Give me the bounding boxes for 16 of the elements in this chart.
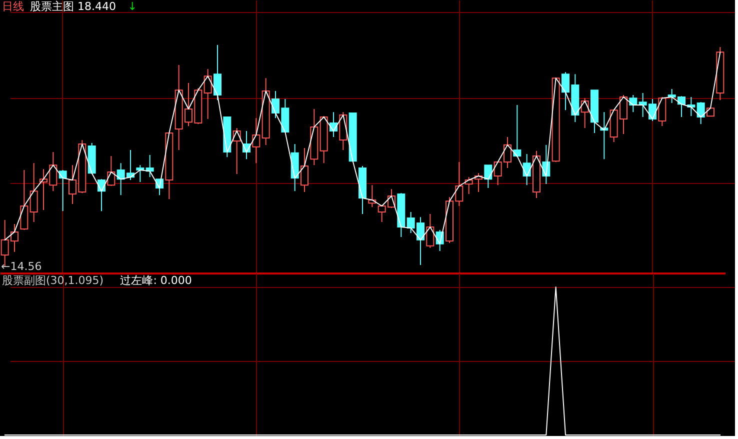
annotation: ←14.56 (1, 260, 42, 274)
candlestick (484, 164, 492, 188)
candlestick (252, 118, 260, 164)
text: ↓ (128, 0, 137, 13)
candlestick (513, 104, 522, 158)
candlestick (204, 68, 212, 120)
candlestick (214, 44, 222, 101)
text: 过左峰: 0.000 (120, 274, 192, 287)
text: 股票主图 18.440 (30, 0, 116, 13)
candlestick (300, 148, 308, 192)
candlestick (30, 162, 38, 222)
chart-title: 日线 (2, 0, 24, 13)
candlestick (20, 170, 28, 230)
candlestick (696, 102, 705, 125)
candlestick (658, 96, 666, 127)
candlestick (426, 213, 434, 248)
